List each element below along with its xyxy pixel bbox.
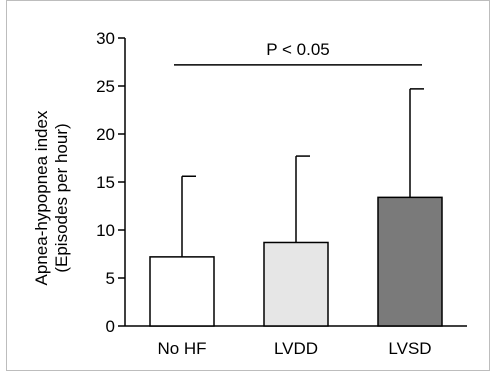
y-tick-label: 25 [96,77,115,96]
y-axis-label: Apnea-hypopnea index (Episodes per hour) [32,110,71,285]
y-tick-label: 0 [106,317,115,336]
x-tick-label: No HF [157,339,206,358]
y-tick-label: 5 [106,269,115,288]
bar-lvsd [377,196,443,327]
bar-no-hf [149,256,215,327]
y-axis-title: Apnea-hypopnea index [32,110,51,285]
bars [149,196,443,327]
bar-lvdd [263,241,329,327]
x-tick-label: LVSD [388,339,431,358]
significance-annotation: P < 0.05 [174,40,422,66]
y-tick-label: 10 [96,221,115,240]
x-tick-labels: No HF LVDD LVSD [157,339,431,358]
y-axis-subtitle: (Episodes per hour) [52,123,71,272]
x-tick-label: LVDD [274,339,318,358]
y-tick-label: 20 [96,125,115,144]
y-ticks: 0 5 10 15 20 25 30 [96,29,125,336]
y-tick-label: 15 [96,173,115,192]
y-tick-label: 30 [96,29,115,48]
significance-label: P < 0.05 [266,40,330,59]
error-bars [181,88,424,257]
